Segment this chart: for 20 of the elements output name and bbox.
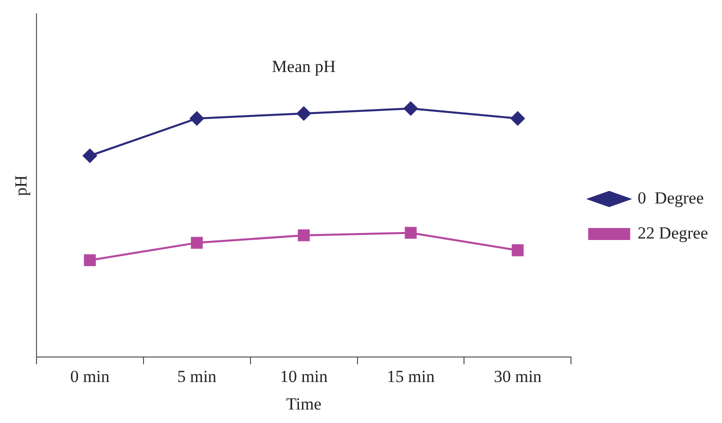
chart-title: Mean pH (272, 56, 336, 76)
point (296, 106, 311, 120)
point (510, 111, 525, 126)
point (82, 148, 97, 163)
x-tick-label: 30 min (494, 366, 542, 386)
point (298, 229, 310, 242)
point (404, 226, 417, 239)
x-tick-label: 0 min (70, 366, 110, 386)
point (404, 102, 418, 116)
x-tick-label: 5 min (177, 366, 217, 386)
legend-label: 22 Degree (638, 223, 708, 242)
x-axis-title: Time (286, 394, 322, 414)
point (512, 244, 524, 256)
y-axis-title: pH (12, 175, 31, 196)
x-tick-label: 10 min (280, 366, 328, 386)
legend-label: 0 Degree (638, 188, 704, 208)
point (190, 111, 204, 126)
point (84, 254, 96, 266)
point (190, 236, 203, 249)
x-tick-label: 15 min (386, 366, 436, 386)
